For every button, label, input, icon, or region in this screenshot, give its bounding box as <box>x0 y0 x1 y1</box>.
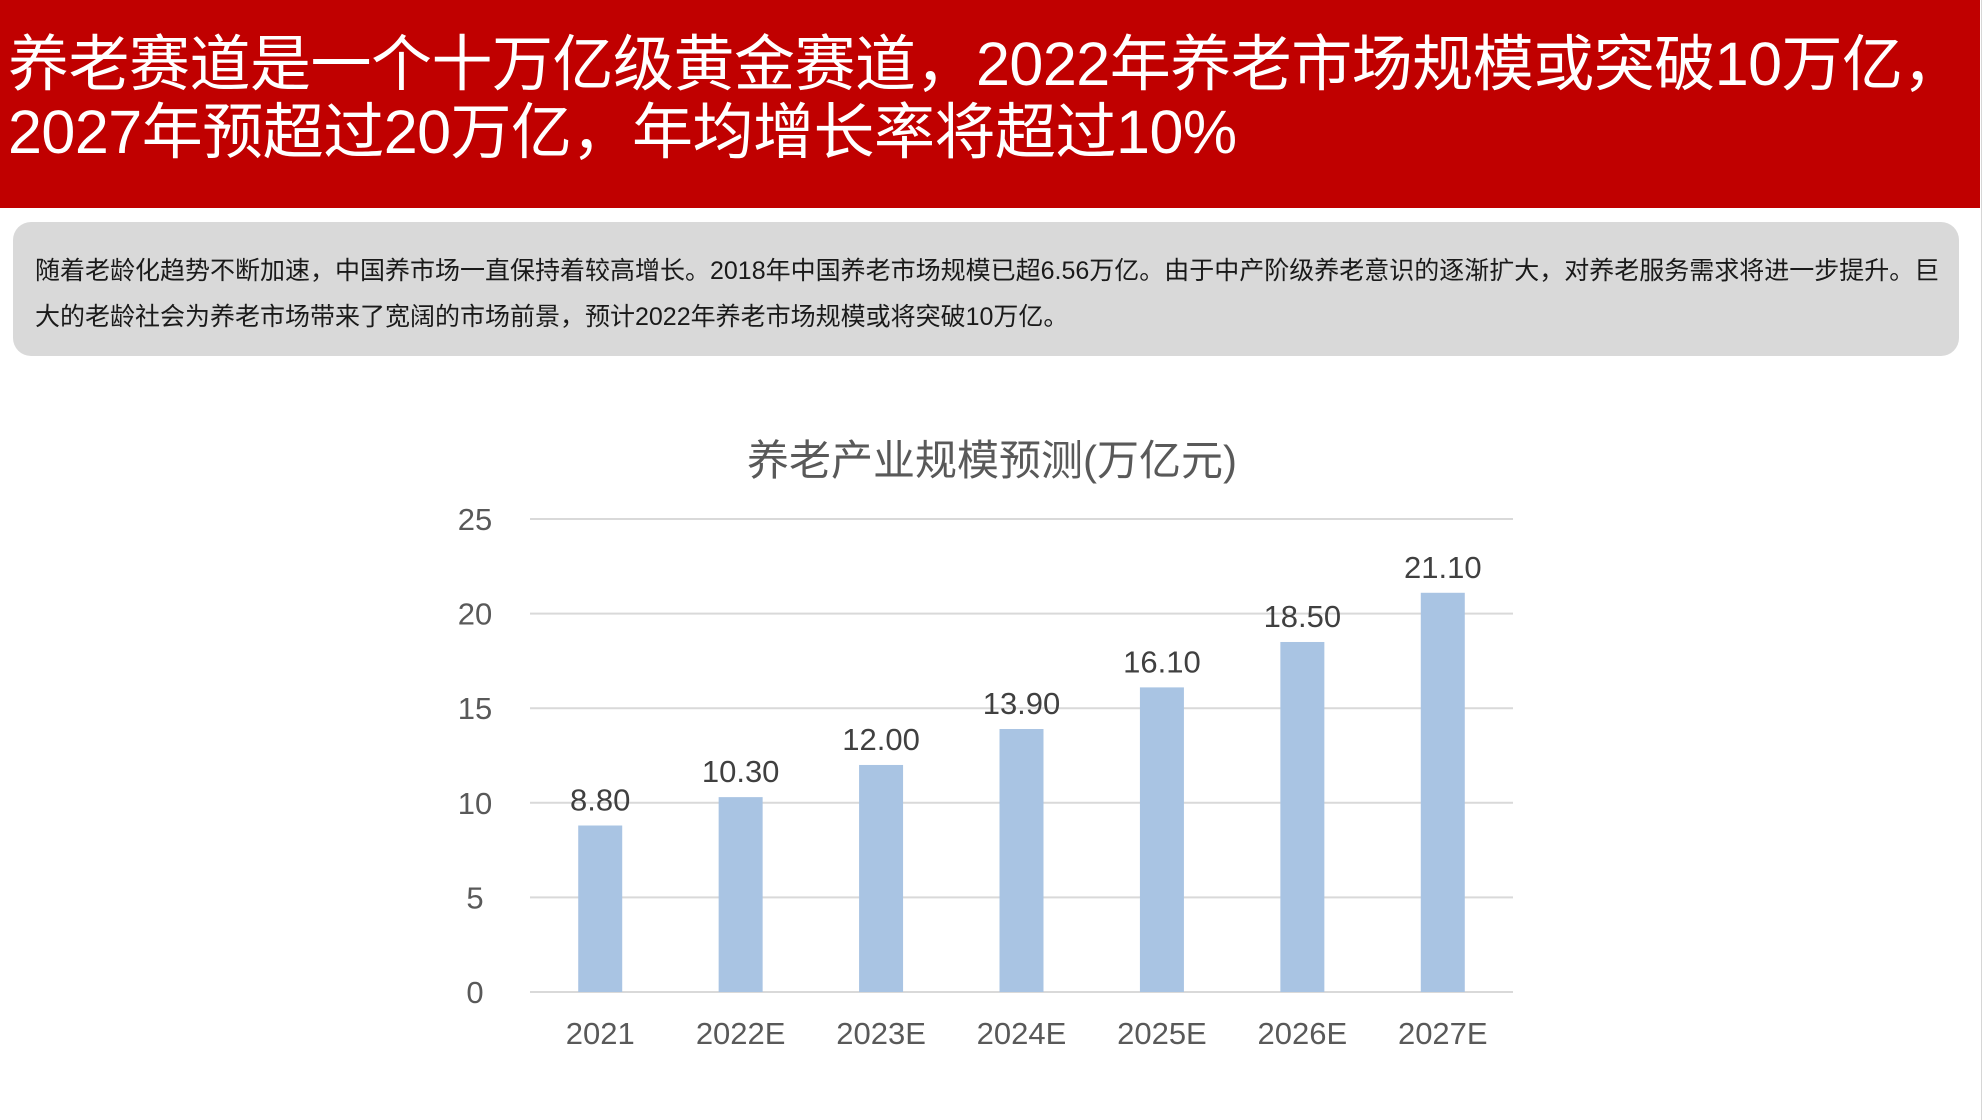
page-title: 养老赛道是一个十万亿级黄金赛道，2022年养老市场规模或突破10万亿，2027年… <box>8 30 1964 166</box>
y-tick-label: 15 <box>458 691 492 726</box>
bars <box>578 592 1465 992</box>
x-category-label: 2024E <box>977 1016 1067 1051</box>
summary-box: 随着老龄化趋势不断加速，中国养市场一直保持着较高增长。2018年中国养老市场规模… <box>13 222 1959 356</box>
bar-2023E <box>859 764 904 992</box>
y-tick-label: 5 <box>466 880 483 915</box>
x-category-label: 2023E <box>836 1016 926 1051</box>
data-label: 16.10 <box>1123 644 1201 679</box>
data-label: 12.00 <box>842 722 920 757</box>
y-tick-label: 25 <box>458 502 492 537</box>
x-category-label: 2022E <box>696 1016 786 1051</box>
market-size-bar-chart: 养老产业规模预测(万亿元) 0 5 10 15 20 25 8.80 10.30 12.00 1… <box>458 437 1513 1051</box>
data-labels: 8.80 10.30 12.00 13.90 16.10 18.50 21.10 <box>570 550 1482 818</box>
x-axis-categories: 2021 2022E 2023E 2024E 2025E 2026E 2027E <box>566 1016 1488 1051</box>
x-category-label: 2027E <box>1398 1016 1488 1051</box>
x-category-label: 2025E <box>1117 1016 1207 1051</box>
bar-2024E <box>999 729 1044 992</box>
bar-2027E <box>1420 592 1465 992</box>
chart-title: 养老产业规模预测(万亿元) <box>747 437 1237 484</box>
page-edge-divider <box>1981 0 1982 1120</box>
summary-text: 随着老龄化趋势不断加速，中国养市场一直保持着较高增长。2018年中国养老市场规模… <box>35 257 1940 331</box>
y-axis-ticks: 0 5 10 15 20 25 <box>458 502 492 1010</box>
gridlines <box>530 518 1513 993</box>
data-label: 13.90 <box>983 686 1061 721</box>
data-label: 18.50 <box>1264 599 1342 634</box>
data-label: 8.80 <box>570 783 630 818</box>
bar-2021 <box>578 825 623 992</box>
bar-2026E <box>1280 641 1325 992</box>
bar-2025E <box>1139 687 1184 992</box>
y-tick-label: 10 <box>458 786 492 821</box>
y-tick-label: 0 <box>466 975 483 1010</box>
x-category-label: 2021 <box>566 1016 635 1051</box>
title-banner: 养老赛道是一个十万亿级黄金赛道，2022年养老市场规模或突破10万亿，2027年… <box>0 0 1980 208</box>
bar-2022E <box>718 797 763 992</box>
x-category-label: 2026E <box>1258 1016 1348 1051</box>
data-label: 10.30 <box>702 754 780 789</box>
data-label: 21.10 <box>1404 550 1482 585</box>
y-tick-label: 20 <box>458 597 492 632</box>
